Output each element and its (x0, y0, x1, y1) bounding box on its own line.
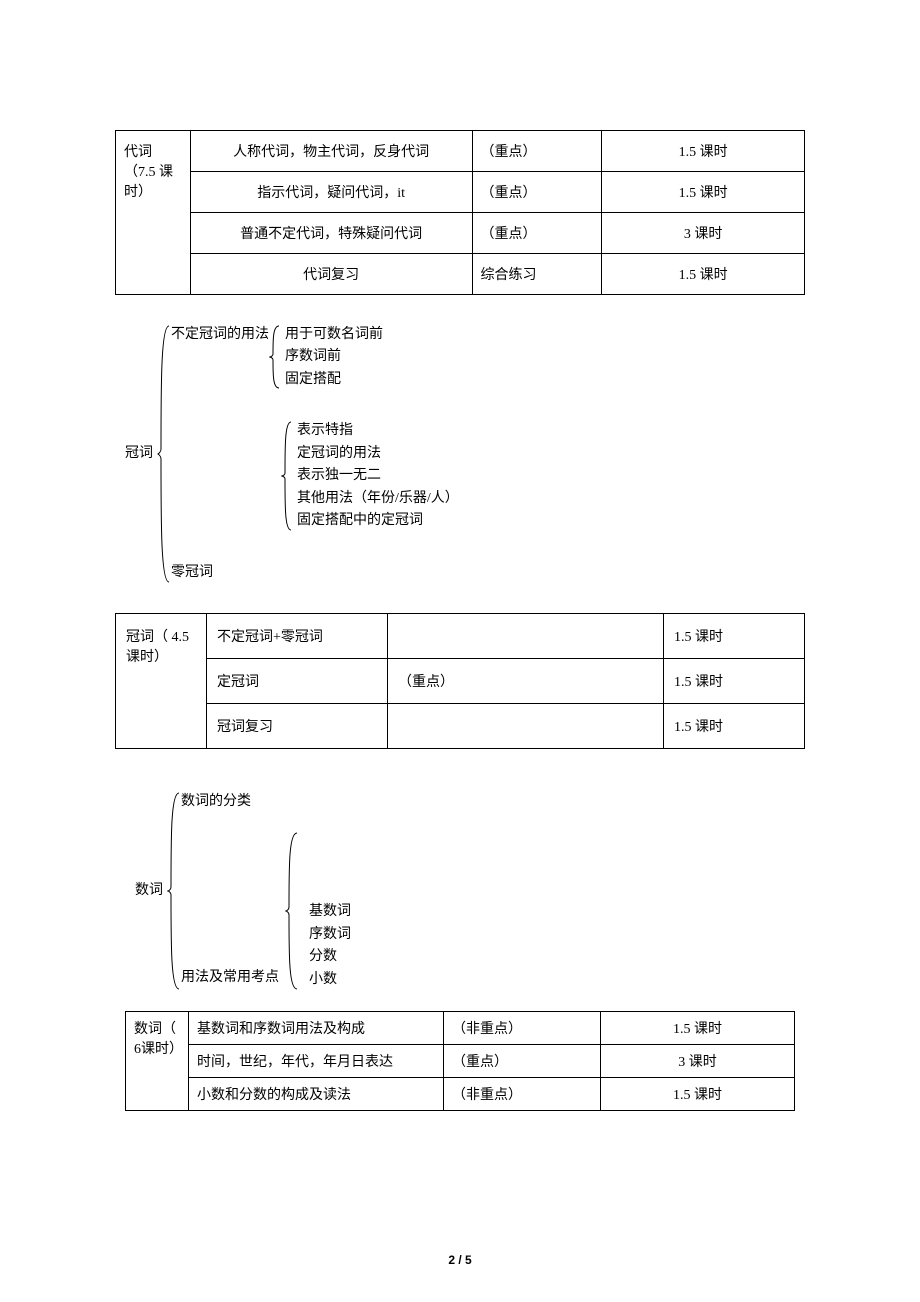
cell-topic: 小数和分数的构成及读法 (189, 1078, 444, 1111)
cell-header: 代词（7.5 课时） (116, 131, 191, 295)
cell-topic: 普通不定代词，特殊疑问代词 (190, 213, 472, 254)
cell-topic: 基数词和序数词用法及构成 (189, 1012, 444, 1045)
cell-topic: 冠词复习 (207, 704, 388, 749)
table-numerals: 数词（ 6课时） 基数词和序数词用法及构成 （非重点） 1.5 课时 时间，世纪… (125, 1011, 795, 1111)
cell-topic: 定冠词 (207, 659, 388, 704)
cell-topic: 人称代词，物主代词，反身代词 (190, 131, 472, 172)
branch-item: 固定搭配中的定冠词 (297, 510, 459, 532)
diagram-root: 冠词 (125, 443, 153, 465)
cell-header: 数词（ 6课时） (126, 1012, 189, 1111)
table-pronouns: 代词（7.5 课时） 人称代词，物主代词，反身代词 （重点） 1.5 课时 指示… (115, 130, 805, 295)
branch-item: 序数词前 (285, 346, 383, 368)
branch-item: 表示独一无二 (297, 465, 459, 487)
table-row: 普通不定代词，特殊疑问代词 （重点） 3 课时 (116, 213, 805, 254)
branch-item: 固定搭配 (285, 369, 383, 391)
cell-emphasis: （重点） (472, 213, 602, 254)
cell-hours: 1.5 课时 (664, 704, 805, 749)
branch-item: 表示特指 (297, 420, 459, 442)
branch-item: 零冠词 (171, 562, 459, 584)
cell-emphasis (388, 704, 664, 749)
table-row: 数词（ 6课时） 基数词和序数词用法及构成 （非重点） 1.5 课时 (126, 1012, 795, 1045)
brace-icon (157, 324, 171, 584)
brace-icon (285, 831, 299, 991)
cell-emphasis (388, 614, 664, 659)
diagram-numerals: 数词 数词的分类 用法及常用考点 基数词 序数词 分数 小数 (135, 789, 805, 993)
branch-label: 不定冠词的用法 (171, 324, 269, 346)
cell-emphasis: （非重点） (444, 1012, 601, 1045)
cell-hours: 1.5 课时 (602, 131, 805, 172)
table-row: 指示代词，疑问代词，it （重点） 1.5 课时 (116, 172, 805, 213)
table-row: 代词复习 综合练习 1.5 课时 (116, 254, 805, 295)
cell-hours: 3 课时 (601, 1045, 795, 1078)
diagram-root: 数词 (135, 880, 163, 902)
brace-icon (269, 324, 281, 390)
cell-emphasis: 综合练习 (472, 254, 602, 295)
table-row: 定冠词 （重点） 1.5 课时 (116, 659, 805, 704)
cell-emphasis: （重点） (472, 172, 602, 213)
table-row: 时间，世纪，年代，年月日表达 （重点） 3 课时 (126, 1045, 795, 1078)
cell-hours: 1.5 课时 (601, 1012, 795, 1045)
branch-item: 基数词 (309, 901, 351, 923)
cell-hours: 1.5 课时 (602, 172, 805, 213)
cell-topic: 时间，世纪，年代，年月日表达 (189, 1045, 444, 1078)
branch-label: 数词的分类 (181, 791, 351, 813)
branch-item: 其他用法（年份/乐器/人） (297, 488, 459, 510)
cell-emphasis: （重点） (388, 659, 664, 704)
cell-emphasis: （重点） (444, 1045, 601, 1078)
cell-topic: 指示代词，疑问代词，it (190, 172, 472, 213)
branch-item: 序数词 (309, 924, 351, 946)
table-row: 小数和分数的构成及读法 （非重点） 1.5 课时 (126, 1078, 795, 1111)
diagram-articles: 冠词 不定冠词的用法 用于可数名词前 序数词前 固定搭配 (125, 320, 805, 588)
branch-item: 用于可数名词前 (285, 324, 383, 346)
page-number: 2 / 5 (0, 1253, 920, 1267)
branch-item: 定冠词的用法 (297, 443, 459, 465)
brace-icon (281, 420, 293, 532)
cell-hours: 1.5 课时 (602, 254, 805, 295)
table-row: 冠词（ 4.5 课时） 不定冠词+零冠词 1.5 课时 (116, 614, 805, 659)
branch-item: 小数 (309, 969, 351, 991)
cell-topic: 代词复习 (190, 254, 472, 295)
cell-hours: 1.5 课时 (601, 1078, 795, 1111)
table-row: 冠词复习 1.5 课时 (116, 704, 805, 749)
cell-emphasis: （重点） (472, 131, 602, 172)
table-articles: 冠词（ 4.5 课时） 不定冠词+零冠词 1.5 课时 定冠词 （重点） 1.5… (115, 613, 805, 749)
cell-hours: 1.5 课时 (664, 659, 805, 704)
cell-header: 冠词（ 4.5 课时） (116, 614, 207, 749)
cell-hours: 1.5 课时 (664, 614, 805, 659)
brace-icon (167, 791, 181, 991)
cell-topic: 不定冠词+零冠词 (207, 614, 388, 659)
cell-hours: 3 课时 (602, 213, 805, 254)
branch-label: 用法及常用考点 (181, 967, 279, 989)
cell-emphasis: （非重点） (444, 1078, 601, 1111)
table-row: 代词（7.5 课时） 人称代词，物主代词，反身代词 （重点） 1.5 课时 (116, 131, 805, 172)
branch-item: 分数 (309, 946, 351, 968)
